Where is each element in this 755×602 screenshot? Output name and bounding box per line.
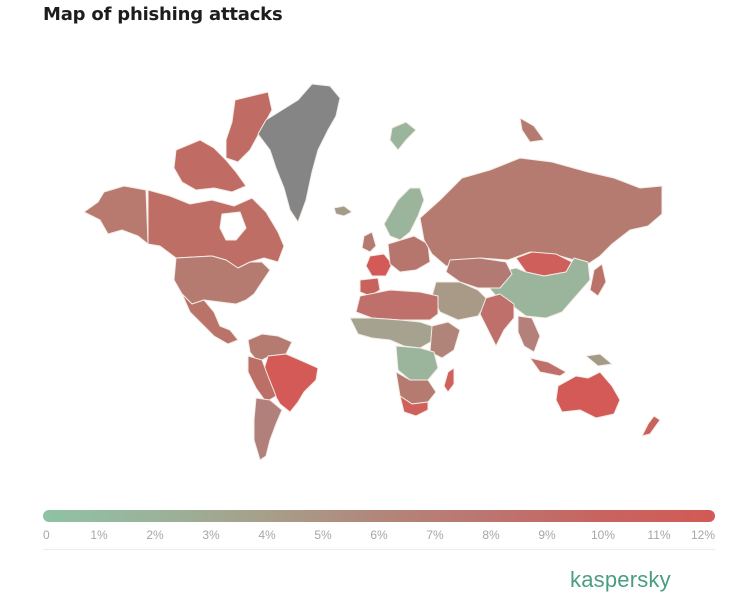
legend-tick: 1% bbox=[90, 528, 108, 542]
region-australia[interactable] bbox=[555, 371, 621, 419]
legend-ticks: 0 1% 2% 3% 4% 5% 6% 7% 8% 9% 10% 11% 12% bbox=[43, 528, 715, 544]
legend-tick: 8% bbox=[482, 528, 500, 542]
region-russia-north-islands[interactable] bbox=[519, 117, 545, 143]
region-new-zealand[interactable] bbox=[641, 415, 661, 437]
region-india[interactable] bbox=[479, 293, 515, 347]
legend-tick: 12% bbox=[690, 528, 715, 542]
legend-tick: 10% bbox=[590, 528, 616, 542]
region-se-asia[interactable] bbox=[517, 315, 541, 353]
legend-tick: 5% bbox=[314, 528, 332, 542]
page-title: Map of phishing attacks bbox=[43, 4, 283, 25]
region-west-africa[interactable] bbox=[349, 317, 435, 349]
legend-tick: 7% bbox=[426, 528, 444, 542]
region-iceland[interactable] bbox=[333, 205, 353, 217]
kaspersky-logo: kaspersky bbox=[570, 567, 671, 592]
region-papua[interactable] bbox=[585, 353, 613, 367]
region-peru-bolivia[interactable] bbox=[247, 355, 277, 403]
legend-tick: 4% bbox=[258, 528, 276, 542]
region-scandinavia[interactable] bbox=[383, 187, 425, 241]
region-canada[interactable] bbox=[147, 189, 285, 269]
region-japan[interactable] bbox=[589, 263, 607, 297]
region-canada-islands[interactable] bbox=[173, 139, 247, 193]
divider bbox=[43, 549, 715, 550]
region-usa[interactable] bbox=[173, 255, 271, 305]
legend-gradient-bar bbox=[43, 510, 715, 522]
legend-tick: 6% bbox=[370, 528, 388, 542]
region-alaska[interactable] bbox=[83, 185, 149, 245]
region-central-africa[interactable] bbox=[395, 345, 439, 381]
region-argentina-chile[interactable] bbox=[253, 397, 283, 461]
region-north-africa[interactable] bbox=[355, 289, 439, 321]
region-greenland[interactable] bbox=[257, 83, 341, 223]
legend-tick: 11% bbox=[647, 528, 671, 542]
legend-tick: 3% bbox=[202, 528, 220, 542]
legend-tick: 0 bbox=[43, 528, 50, 542]
region-central-europe[interactable] bbox=[387, 235, 431, 273]
legend-tick: 2% bbox=[146, 528, 164, 542]
region-france[interactable] bbox=[365, 253, 393, 277]
world-map bbox=[0, 40, 755, 480]
region-canada-arctic[interactable] bbox=[225, 91, 273, 163]
region-hudson-bay bbox=[219, 211, 247, 241]
region-indonesia[interactable] bbox=[529, 357, 567, 377]
region-uk[interactable] bbox=[361, 231, 377, 253]
region-central-asia[interactable] bbox=[445, 257, 513, 289]
region-mexico[interactable] bbox=[181, 293, 239, 345]
legend-tick: 9% bbox=[538, 528, 556, 542]
region-south-africa[interactable] bbox=[399, 395, 429, 417]
region-madagascar[interactable] bbox=[443, 367, 455, 393]
region-russia[interactable] bbox=[419, 157, 663, 267]
region-svalbard[interactable] bbox=[389, 121, 417, 151]
